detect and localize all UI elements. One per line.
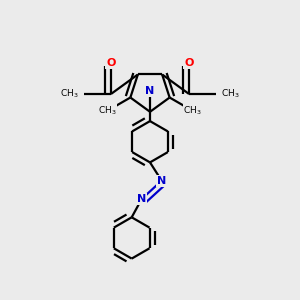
Text: CH$_3$: CH$_3$ xyxy=(221,88,240,100)
Text: CH$_3$: CH$_3$ xyxy=(60,88,79,100)
Text: N: N xyxy=(157,176,166,186)
Text: CH$_3$: CH$_3$ xyxy=(98,105,117,117)
Text: N: N xyxy=(146,86,154,96)
Text: O: O xyxy=(184,58,194,68)
Text: O: O xyxy=(106,58,116,68)
Text: CH$_3$: CH$_3$ xyxy=(183,105,202,117)
Text: N: N xyxy=(137,194,146,204)
